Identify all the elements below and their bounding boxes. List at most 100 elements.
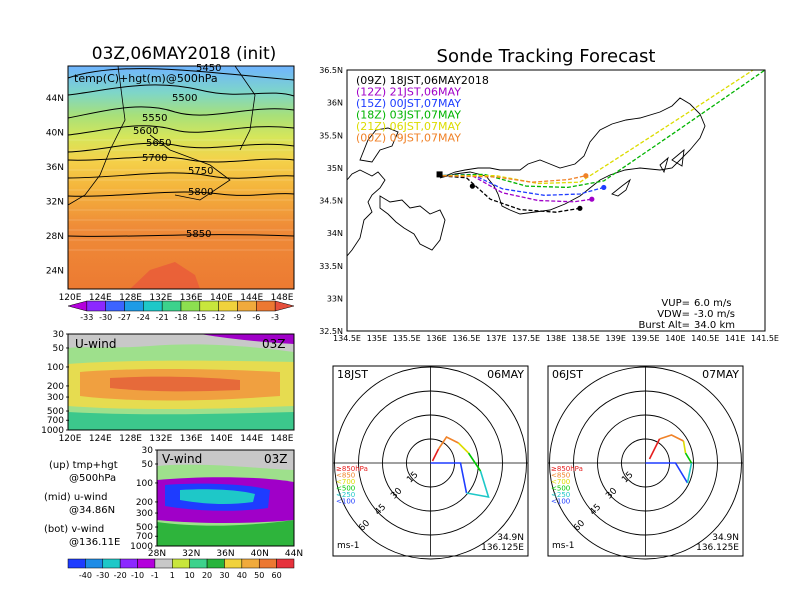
colorbar-swatch: [102, 558, 121, 569]
colorbar-swatch: [85, 558, 104, 569]
hodograph-time: 18JST: [337, 368, 368, 381]
uwind-xtick: 128E: [119, 434, 142, 444]
map500-label: temp(C)+hgt(m)@500hPa: [74, 72, 218, 85]
hodograph-trace: [659, 434, 684, 442]
hodograph-unit: ms-1: [552, 541, 574, 551]
uwind-xtick: 120E: [59, 434, 82, 444]
pressure-tick: 300: [47, 393, 64, 403]
colorbar-label: -24: [137, 313, 150, 322]
track-legend-entry: (12Z) 21JST,06MAY: [356, 86, 461, 99]
track-xtick: 138E: [546, 334, 566, 343]
colorbar-swatch: [237, 300, 257, 312]
hodograph-trace: [648, 438, 661, 460]
uwind-time: 03Z: [262, 337, 286, 351]
map500-panel: temp(C)+hgt(m)@500hPa 5500 5550 5600 565…: [46, 63, 295, 303]
vwind-xtick: 32N: [182, 549, 200, 559]
track-legend-entry: (15Z) 00JST,07MAY: [356, 97, 461, 110]
track-series-line: [436, 175, 581, 213]
colorbar-swatch: [256, 300, 276, 312]
colorbar-label: -27: [118, 313, 131, 322]
colorbar-swatch: [199, 300, 219, 312]
colorbar-label: -6: [252, 313, 260, 322]
map500-xtick: 136E: [180, 293, 203, 303]
colorbar-swatch: [161, 300, 182, 312]
launch-site-marker: [436, 171, 443, 178]
hodograph-time: 06JST: [552, 368, 583, 381]
hodograph-legend-entry: <500: [336, 485, 355, 493]
track-xtick: 136.5E: [452, 334, 480, 343]
map500-xtick: 132E: [149, 293, 172, 303]
map-title: 03Z,06MAY2018 (init): [92, 44, 277, 64]
colorbar-swatch: [180, 300, 201, 312]
track-xtick: 134.5E: [333, 334, 361, 343]
pressure-tick: 200: [47, 382, 64, 392]
track-xtick: 138.5E: [572, 334, 600, 343]
colorbar-swatch: [67, 558, 86, 569]
track-series-line: [436, 175, 592, 203]
uwind-xtick: 144E: [240, 434, 263, 444]
map500-xtick: 148E: [271, 293, 294, 303]
uwind-xtick: 132E: [149, 434, 172, 444]
hodograph-trace: [467, 452, 482, 472]
pressure-tick: 1000: [130, 542, 153, 552]
hodograph-legend-entry: <100: [336, 498, 355, 506]
colorbar-label: 30: [219, 571, 229, 580]
map500-xtick: 140E: [210, 293, 233, 303]
track-ytick: 35.5N: [319, 131, 343, 140]
colorbar-label: -21: [156, 313, 169, 322]
track-ytick: 34N: [327, 229, 343, 238]
note-up-level: @500hPa: [69, 473, 116, 484]
track-legend-entry: (21Z) 06JST,07MAY: [356, 120, 461, 133]
pressure-tick: 700: [47, 416, 64, 426]
colorbar-label: -33: [80, 313, 93, 322]
vwind-xtick: 28N: [148, 549, 166, 559]
hodograph-legend-entry: <850: [336, 472, 355, 480]
track-xtick: 140E: [665, 334, 685, 343]
pressure-tick: 50: [53, 344, 65, 354]
track-landing-point: [601, 184, 607, 191]
map500-ytick: 36N: [46, 163, 64, 173]
pressure-tick: 1000: [41, 426, 64, 436]
colorbar-swatch: [258, 558, 277, 569]
colorbar-label: -18: [174, 313, 187, 322]
panel-notes: (up) tmp+hgt @500hPa (mid) u-wind @34.86…: [44, 460, 120, 548]
track-info-value: 34.0 km: [694, 320, 735, 331]
note-bot-lon: @136.11E: [69, 537, 120, 548]
track-legend-entry: (00Z) 09JST,07MAY: [356, 132, 461, 145]
colorbar-swatch: [274, 300, 295, 312]
colorbar-swatch: [119, 558, 138, 569]
track-xtick: 141.5E: [751, 334, 779, 343]
hodograph-legend-entry: ≥850hPa: [551, 465, 583, 473]
track-info-label: VUP=: [661, 298, 690, 309]
hodograph-legend-entry: <850: [551, 472, 570, 480]
track-xtick: 135E: [367, 334, 387, 343]
map500-ytick: 28N: [46, 232, 64, 242]
pressure-tick: 50: [142, 460, 154, 470]
hodograph-trace: [645, 462, 689, 484]
map500-xtick: 120E: [59, 293, 82, 303]
track-ytick: 33.5N: [319, 262, 343, 271]
note-mid-lat: @34.86N: [69, 505, 115, 516]
colorbar-label: 40: [237, 571, 247, 580]
track-ytick: 35N: [327, 164, 343, 173]
map500-xtick: 128E: [119, 293, 142, 303]
colorbar-label: -15: [193, 313, 206, 322]
track-landing-point: [589, 196, 595, 202]
colorbar-swatch: [206, 558, 225, 569]
map500-colorbar: -33 -30 -27 -24 -21 -18 -15 -12 -9 -6 -3: [67, 300, 295, 322]
colorbar-swatch: [218, 300, 238, 312]
contour-label: 5750: [188, 166, 213, 177]
vwind-label: V-wind: [162, 452, 202, 466]
hodograph-trace: [430, 462, 468, 494]
hodograph-trace: [686, 462, 693, 484]
track-info-label: VDW=: [657, 309, 690, 320]
track-landing-point: [577, 205, 583, 211]
track-info-label: Burst Alt=: [638, 320, 690, 331]
colorbar-swatch: [276, 558, 295, 569]
pressure-tick: 100: [136, 479, 153, 489]
note-mid: (mid) u-wind: [44, 492, 107, 503]
colorbar-label: -3: [271, 313, 279, 322]
